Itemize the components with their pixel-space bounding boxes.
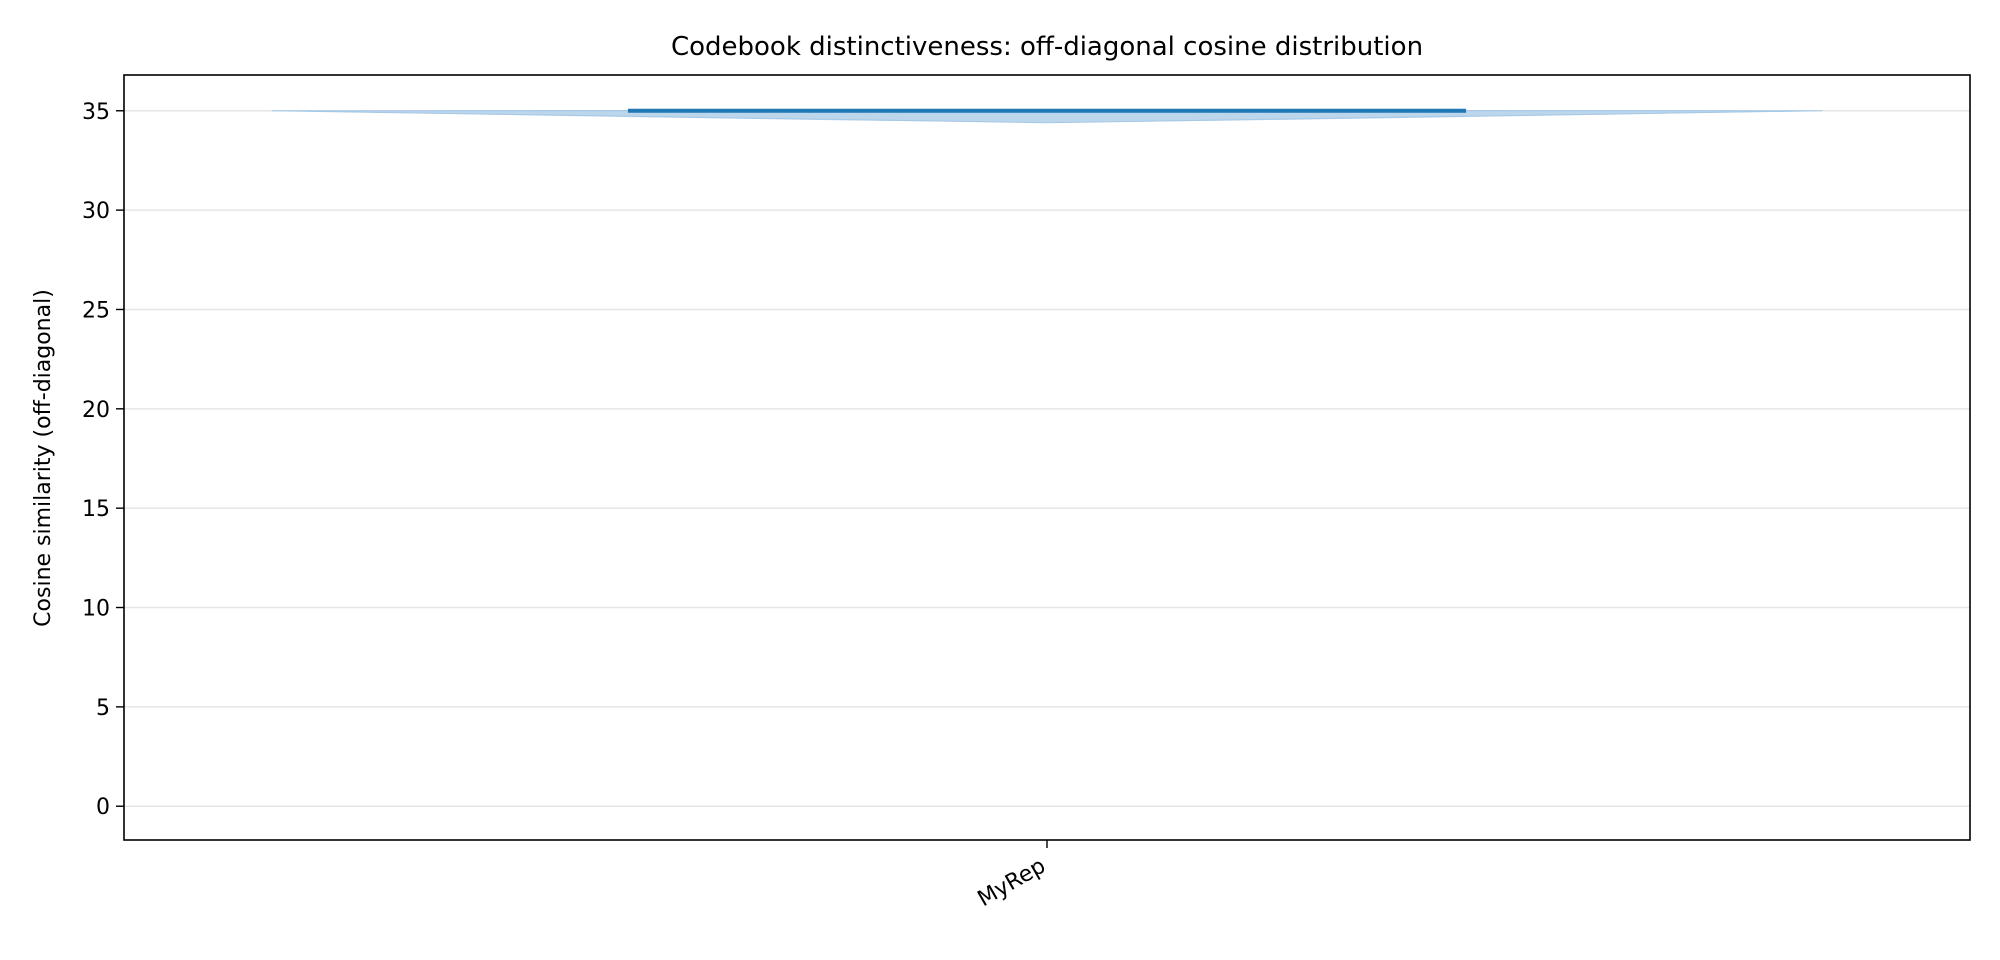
y-tick-label: 30 (82, 199, 110, 224)
grid-lines (124, 110, 1970, 807)
plot-frame (123, 74, 1971, 841)
y-tick-label: 15 (82, 497, 110, 522)
y-tick-label: 35 (82, 100, 110, 125)
y-tick-label: 0 (96, 795, 110, 820)
y-tick-label: 10 (82, 597, 110, 622)
y-axis-label: Cosine similarity (off-diagonal) (31, 289, 56, 627)
x-axis-ticks: MyRep (974, 840, 1050, 912)
y-tick-label: 25 (82, 298, 110, 323)
y-tick-label: 20 (82, 398, 110, 423)
x-tick-label: MyRep (974, 854, 1050, 913)
chart-title: Codebook distinctiveness: off-diagonal c… (671, 32, 1423, 62)
y-axis-ticks: 0 5 10 15 20 25 30 35 (82, 100, 124, 820)
y-tick-label: 5 (96, 696, 110, 721)
violin-plot (271, 108, 1823, 124)
